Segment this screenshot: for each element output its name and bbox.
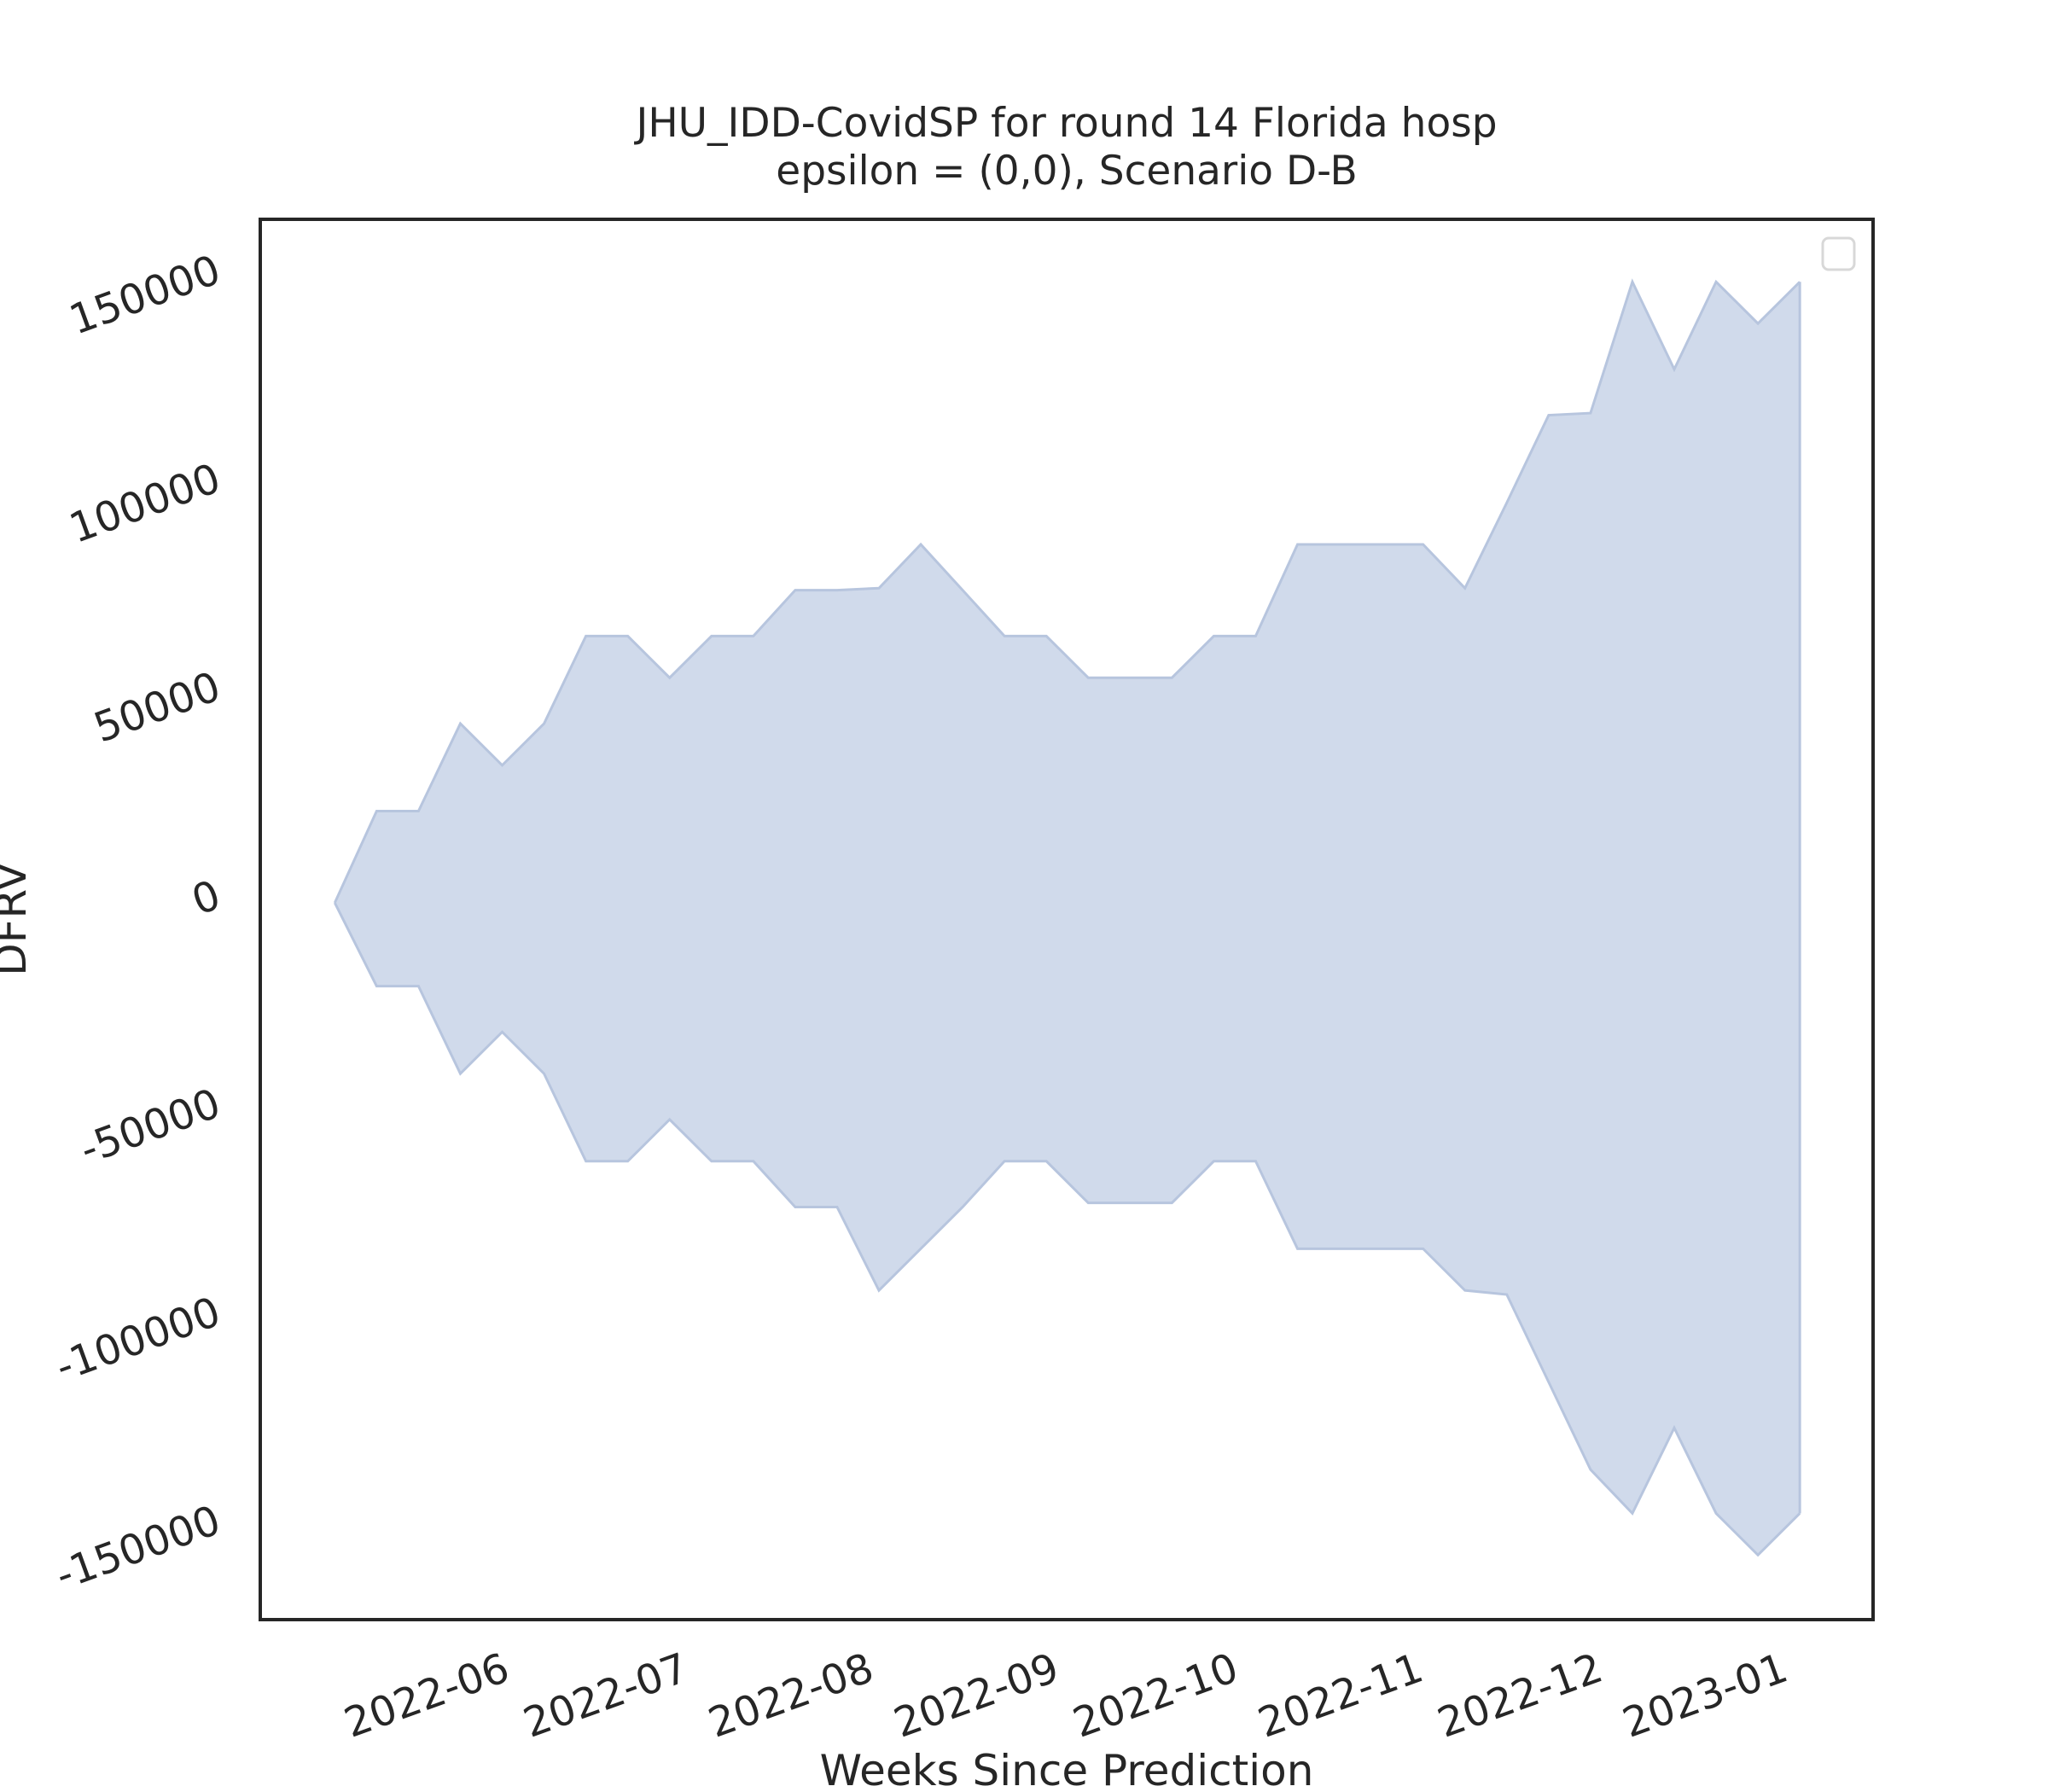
y-tick-label: 100000 (63, 454, 226, 552)
x-tick-label: 2023-01 (1616, 1644, 1794, 1748)
chart-subtitle: epsilon = (0,0), Scenario D-B (776, 148, 1357, 195)
x-tick-label: 2022-06 (338, 1644, 515, 1748)
x-tick-label: 2022-07 (517, 1644, 695, 1748)
x-axis-label: Weeks Since Prediction (820, 1746, 1314, 1792)
y-axis-label: DFRV (0, 862, 36, 975)
y-tick-label: 150000 (63, 246, 226, 344)
y-tick-label: -150000 (49, 1496, 227, 1599)
plot-frame (259, 218, 1875, 1621)
chart-title: JHU_IDD-CovidSP for round 14 Florida hos… (633, 100, 1497, 147)
y-tick-label: -50000 (74, 1079, 227, 1174)
legend-box (1821, 236, 1856, 271)
band-upper-edge (333, 278, 1801, 904)
x-tick-label: 2022-08 (702, 1644, 880, 1748)
x-tick-label: 2022-11 (1252, 1644, 1429, 1748)
y-tick-label: 50000 (88, 663, 227, 753)
band-fill (335, 282, 1801, 1556)
x-tick-label: 2022-09 (887, 1644, 1065, 1748)
y-tick-label: -100000 (49, 1288, 227, 1391)
band-lower-edge (333, 902, 1801, 1557)
x-tick-label: 2022-12 (1432, 1644, 1609, 1748)
x-tick-label: 2022-10 (1067, 1644, 1244, 1748)
y-tick-label: 0 (186, 871, 227, 925)
